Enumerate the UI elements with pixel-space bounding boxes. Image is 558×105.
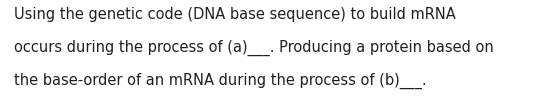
Text: the base-order of an mRNA during the process of (b)___.: the base-order of an mRNA during the pro… — [14, 72, 426, 89]
Text: occurs during the process of (a)___. Producing a protein based on: occurs during the process of (a)___. Pro… — [14, 40, 494, 56]
Text: Using the genetic code (DNA base sequence) to build mRNA: Using the genetic code (DNA base sequenc… — [14, 7, 456, 22]
